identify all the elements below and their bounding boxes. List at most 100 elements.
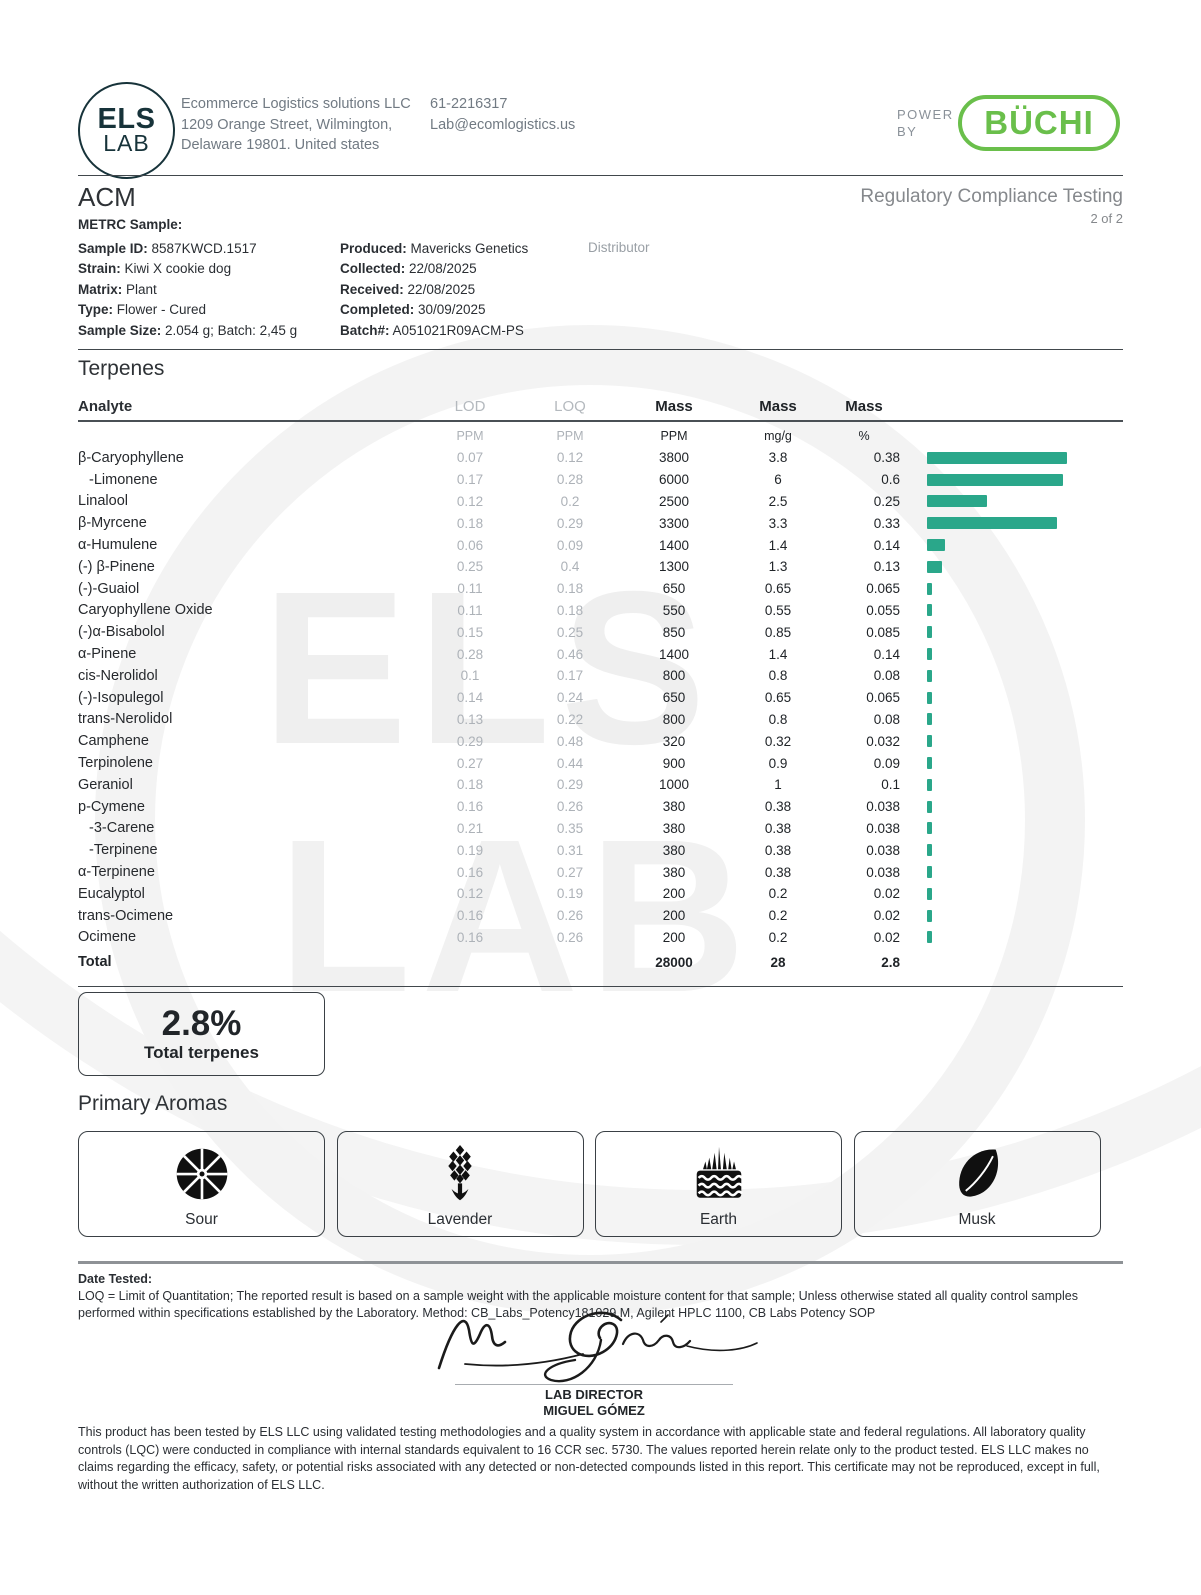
loq-cell: 0.25 xyxy=(556,624,584,640)
buchi-logo-text: BÜCHI xyxy=(984,104,1094,141)
analyte-cell: trans-Nerolidol xyxy=(78,711,173,728)
email-address: Lab@ecomlogistics.us xyxy=(430,116,576,133)
mass-pct-cell: 0.1 xyxy=(881,777,900,793)
lod-cell: 0.07 xyxy=(456,450,484,466)
terpene-row: (-) β-Pinene 0.25 0.4 1300 1.3 0.13 xyxy=(78,556,1123,578)
aroma-label: Musk xyxy=(958,1211,996,1228)
bar-cell xyxy=(900,822,1123,835)
mass-ppm-cell: 1400 xyxy=(658,646,690,662)
mass-mgg-cell: 0.8 xyxy=(768,711,788,727)
terpene-bar xyxy=(927,778,932,791)
terpene-row: Ocimene 0.16 0.26 200 0.2 0.02 xyxy=(78,927,1123,949)
total-terpenes-label: Total terpenes xyxy=(144,1043,259,1062)
mass-mgg-cell: 0.8 xyxy=(768,668,788,684)
primary-aromas-title: Primary Aromas xyxy=(78,1092,228,1115)
loq-cell: 0.24 xyxy=(556,690,584,706)
mass-pct-cell: 0.25 xyxy=(873,493,900,509)
loq-cell: 0.09 xyxy=(556,537,584,553)
terpene-row: Camphene 0.29 0.48 320 0.32 0.032 xyxy=(78,730,1123,752)
mass-pct-cell: 0.038 xyxy=(866,842,900,858)
terpene-row: Geraniol 0.18 0.29 1000 1 0.1 xyxy=(78,774,1123,796)
bar-cell xyxy=(900,451,1123,464)
mass-ppm-cell: 850 xyxy=(662,624,686,640)
mass-mgg-cell: 0.2 xyxy=(768,908,788,924)
lod-cell: 0.15 xyxy=(456,624,484,640)
analyte-cell: cis-Nerolidol xyxy=(78,667,158,684)
terpene-bar xyxy=(927,495,987,508)
loq-cell: 0.28 xyxy=(556,472,584,488)
field-label: Collected: xyxy=(340,261,406,277)
analyte-cell: (-)α-Bisabolol xyxy=(78,624,165,641)
table-units-row: PPM PPM PPM mg/g % xyxy=(78,425,1123,447)
field-label: Strain: xyxy=(78,261,121,277)
terpene-bar xyxy=(927,713,932,726)
mass-pct-cell: 0.14 xyxy=(873,537,900,553)
lod-cell: 0.19 xyxy=(456,842,484,858)
terpene-row: β-Caryophyllene 0.07 0.12 3800 3.8 0.38 xyxy=(78,447,1123,469)
terpene-row: trans-Ocimene 0.16 0.26 200 0.2 0.02 xyxy=(78,905,1123,927)
metrc-sample-label: METRC Sample: xyxy=(78,217,183,232)
mass-mgg-cell: 6 xyxy=(774,472,782,488)
mass-ppm-cell: 6000 xyxy=(658,472,690,488)
analyte-cell: -Terpinene xyxy=(89,842,158,859)
mass-pct-cell: 0.14 xyxy=(873,646,900,662)
terpene-row: Linalool 0.12 0.2 2500 2.5 0.25 xyxy=(78,491,1123,513)
company-address-block: Ecommerce Logistics solutions LLC 1209 O… xyxy=(181,94,411,156)
mass-pct-cell: 0.055 xyxy=(866,602,900,618)
lod-cell: 0.21 xyxy=(456,820,484,836)
mass-ppm-cell: 550 xyxy=(662,602,686,618)
bar-cell xyxy=(900,691,1123,704)
aroma-card-sour: Sour xyxy=(78,1131,325,1237)
els-lab-logo: ELS LAB xyxy=(78,82,175,179)
aroma-card-musk: Musk xyxy=(853,1131,1101,1237)
col-header-mass-pct: Mass xyxy=(845,397,883,415)
aroma-cards: Sour xyxy=(78,1131,1123,1237)
meta-divider xyxy=(78,349,1123,350)
mass-mgg-cell: 0.38 xyxy=(764,864,792,880)
table-header-divider xyxy=(78,420,1123,422)
table-header-row: Analyte LOD LOQ Mass Mass Mass xyxy=(78,392,1123,420)
loq-cell: 0.19 xyxy=(556,886,584,902)
unit-pct: % xyxy=(858,429,870,443)
mass-pct-cell: 0.032 xyxy=(866,733,900,749)
terpene-bar xyxy=(927,691,932,704)
loq-cell: 0.46 xyxy=(556,646,584,662)
terpene-bar xyxy=(927,866,932,879)
mass-mgg-cell: 0.9 xyxy=(768,755,788,771)
unit-ppm: PPM xyxy=(660,429,688,443)
analyte-cell: -3-Carene xyxy=(89,820,155,837)
sample-info-left: Sample ID: 8587KWCD.1517 Strain: Kiwi X c… xyxy=(78,239,297,341)
analyte-cell: Caryophyllene Oxide xyxy=(78,602,213,619)
sample-info-line: Type: Flower - Cured xyxy=(78,302,207,318)
total-label: Total xyxy=(78,954,112,971)
loq-cell: 0.17 xyxy=(556,668,584,684)
lod-cell: 0.27 xyxy=(456,755,484,771)
terpene-row: -Terpinene 0.19 0.31 380 0.38 0.038 xyxy=(78,839,1123,861)
mass-mgg-cell: 0.55 xyxy=(764,602,792,618)
analyte-cell: Geraniol xyxy=(78,776,133,793)
lod-cell: 0.16 xyxy=(456,864,484,880)
mass-mgg-cell: 0.2 xyxy=(768,886,788,902)
soil-grass-icon xyxy=(696,1146,743,1198)
terpene-bar xyxy=(927,604,932,617)
report-title: Regulatory Compliance Testing xyxy=(860,186,1123,207)
analyte-cell: Camphene xyxy=(78,733,149,750)
analyte-cell: trans-Ocimene xyxy=(78,907,174,924)
analyte-cell: (-)-Isopulegol xyxy=(78,689,164,706)
lod-cell: 0.18 xyxy=(456,515,484,531)
bar-cell xyxy=(900,909,1123,922)
mass-pct-cell: 0.038 xyxy=(866,864,900,880)
terpene-bar xyxy=(927,539,945,552)
mass-ppm-cell: 3800 xyxy=(658,450,690,466)
terpene-row: Caryophyllene Oxide 0.11 0.18 550 0.55 0.055 xyxy=(78,600,1123,622)
field-label: Type: xyxy=(78,302,114,318)
analyte-cell: -Limonene xyxy=(89,471,158,488)
disclaimer-text: This product has been tested by ELS LLC … xyxy=(78,1425,1100,1492)
mass-mgg-cell: 0.65 xyxy=(764,581,792,597)
lod-cell: 0.11 xyxy=(457,581,483,597)
mass-ppm-cell: 3300 xyxy=(658,515,690,531)
terpene-bar xyxy=(927,931,932,944)
power-by-label: POWER BY xyxy=(897,107,954,139)
analyte-cell: (-) β-Pinene xyxy=(78,558,155,575)
